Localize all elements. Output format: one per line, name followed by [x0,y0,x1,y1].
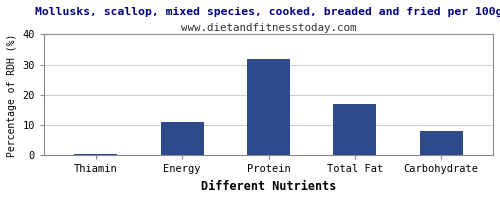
Bar [334,104,376,155]
Text: www.dietandfitnesstoday.com: www.dietandfitnesstoday.com [181,23,356,33]
Bar [74,154,118,155]
Title: Mollusks, scallop, mixed species, cooked, breaded and fried per 100g: Mollusks, scallop, mixed species, cooked… [35,7,500,17]
Bar [247,59,290,155]
Bar [420,131,463,155]
X-axis label: Different Nutrients: Different Nutrients [201,180,336,193]
Y-axis label: Percentage of RDH (%): Percentage of RDH (%) [7,33,17,157]
Bar [160,122,204,155]
